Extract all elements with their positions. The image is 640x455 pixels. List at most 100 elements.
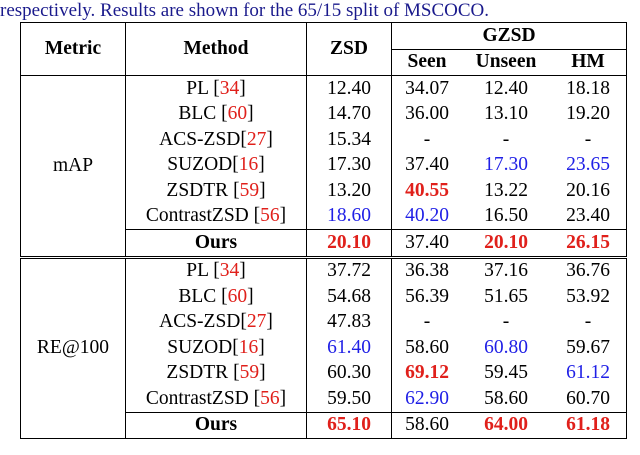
method-name: ACS-ZSD	[159, 311, 241, 333]
citation: 27	[246, 128, 267, 150]
value-cell: 36.00	[405, 103, 449, 125]
value-cell: 36.38	[391, 255, 462, 284]
citation: 16	[238, 154, 259, 176]
citation: 60	[227, 103, 248, 125]
value-cell: 23.40	[550, 203, 627, 230]
value-cell: 18.18	[550, 75, 627, 102]
method-cell: Ours	[125, 411, 307, 439]
caption: respectively. Results are shown for the …	[0, 0, 490, 21]
method-cell: ACS-ZSD[27]	[125, 127, 307, 153]
method-cell: BLC [60]	[125, 101, 307, 127]
data-row: ZSDTR [59] 60.30 69.12 59.45 61.12	[21, 360, 627, 386]
value-cell: 37.16	[462, 255, 550, 284]
value-cell: 58.60	[391, 411, 462, 439]
citation: 60	[227, 285, 248, 307]
value-cell: -	[502, 128, 510, 150]
value-cell: 53.92	[550, 284, 627, 310]
data-row: BLC [60] 54.68 56.39 51.65 53.92	[21, 284, 627, 310]
value-cell: 14.70	[306, 101, 392, 127]
method-name: BLC	[178, 103, 217, 125]
data-row: SUZOD[16] 17.30 37.40 17.30 23.65	[21, 152, 627, 178]
value-cell: 59.45	[484, 362, 528, 384]
method-name: BLC	[178, 285, 217, 307]
method-name: ContrastZSD	[145, 205, 249, 227]
value-cell: 37.40	[405, 154, 449, 176]
value-cell: 17.30	[306, 152, 392, 178]
value-cell: -	[550, 309, 627, 335]
value-cell: -	[423, 311, 431, 333]
citation: 34	[219, 77, 240, 99]
value-cell: 59.67	[550, 335, 627, 361]
method-name: ZSDTR	[166, 362, 229, 384]
value-cell: 20.16	[550, 178, 627, 204]
value-cell: 34.07	[405, 77, 449, 99]
citation: 56	[260, 387, 280, 409]
method-cell: PL [34]	[125, 75, 307, 102]
value-cell: 65.10	[306, 411, 392, 439]
header-cell: GZSD	[391, 22, 627, 50]
value-cell: 12.40	[484, 77, 528, 99]
value-cell: 59.50	[306, 386, 392, 412]
method-cell: PL [34]	[125, 255, 307, 284]
value-cell: 40.20	[405, 205, 449, 227]
value-cell: -	[550, 127, 627, 153]
value-cell: 13.20	[306, 178, 392, 204]
value-cell: 54.68	[306, 284, 392, 310]
value-cell: 13.22	[484, 179, 528, 201]
results-table: Metric Method ZSD GZSD Seen Unseen HM mAP PL [34…	[20, 22, 627, 439]
value-cell: -	[502, 311, 510, 333]
method-name: ACS-ZSD	[159, 128, 241, 150]
method-cell: SUZOD[16]	[125, 152, 307, 178]
value-cell: 61.12	[550, 360, 627, 386]
method-name: SUZOD	[167, 336, 233, 358]
value-cell: 60.30	[306, 360, 392, 386]
header-cell: ZSD	[306, 22, 392, 76]
value-cell: 37.72	[306, 255, 392, 284]
value-cell: 13.10	[484, 103, 528, 125]
value-cell: 17.30	[484, 154, 528, 176]
value-cell: -	[423, 128, 431, 150]
value-cell: 20.10	[306, 229, 392, 257]
value-cell: 56.39	[405, 285, 449, 307]
value-cell: 61.18	[550, 411, 627, 439]
header-cell: HM	[550, 49, 627, 76]
metric-cell: RE@100	[20, 255, 126, 439]
value-cell: 62.90	[405, 387, 449, 409]
data-row: ACS-ZSD[27] 15.34 - - -	[21, 127, 627, 153]
value-cell: 36.76	[550, 255, 627, 284]
data-row: BLC [60] 14.70 36.00 13.10 19.20	[21, 101, 627, 127]
value-cell: 60.80	[484, 336, 528, 358]
method-cell: ContrastZSD [56]	[125, 386, 307, 412]
method-name: ZSDTR	[166, 179, 229, 201]
value-cell: 26.15	[550, 229, 627, 257]
header-cell: Method	[125, 22, 307, 76]
method-name: PL	[186, 77, 209, 99]
header-row: Metric Method ZSD GZSD	[20, 22, 627, 76]
method-cell: SUZOD[16]	[125, 335, 307, 361]
data-row: ContrastZSD [56] 59.50 62.90 58.60 60.70	[21, 386, 627, 412]
header-cell: Metric	[20, 22, 126, 76]
data-row: SUZOD[16] 61.40 58.60 60.80 59.67	[21, 335, 627, 361]
value-cell: 51.65	[484, 285, 528, 307]
data-row: ZSDTR [59] 13.20 40.55 13.22 20.16	[21, 178, 627, 204]
value-cell: 16.50	[484, 205, 528, 227]
value-cell: 40.55	[405, 179, 449, 201]
value-cell: 18.60	[306, 203, 392, 230]
value-cell: 47.83	[306, 309, 392, 335]
value-cell: 60.70	[550, 386, 627, 412]
citation: 16	[238, 336, 259, 358]
citation: 56	[260, 205, 280, 227]
data-row: RE@100 PL [34] 37.72 36.38 37.16 36.76	[20, 255, 627, 439]
value-cell: 64.00	[462, 411, 550, 439]
header-row: Seen Unseen HM	[21, 49, 627, 76]
method-cell: ACS-ZSD[27]	[125, 309, 307, 335]
method-cell: ZSDTR [59]	[125, 360, 307, 386]
method-cell: ContrastZSD [56]	[125, 203, 307, 230]
value-cell: 12.40	[306, 75, 392, 102]
value-cell: 19.20	[550, 101, 627, 127]
value-cell: 58.60	[405, 336, 449, 358]
method-cell: BLC [60]	[125, 284, 307, 310]
data-row: ContrastZSD [56] 18.60 40.20 16.50 23.40	[21, 203, 627, 230]
method-name: Ours	[194, 231, 238, 253]
method-name: PL	[186, 260, 209, 282]
